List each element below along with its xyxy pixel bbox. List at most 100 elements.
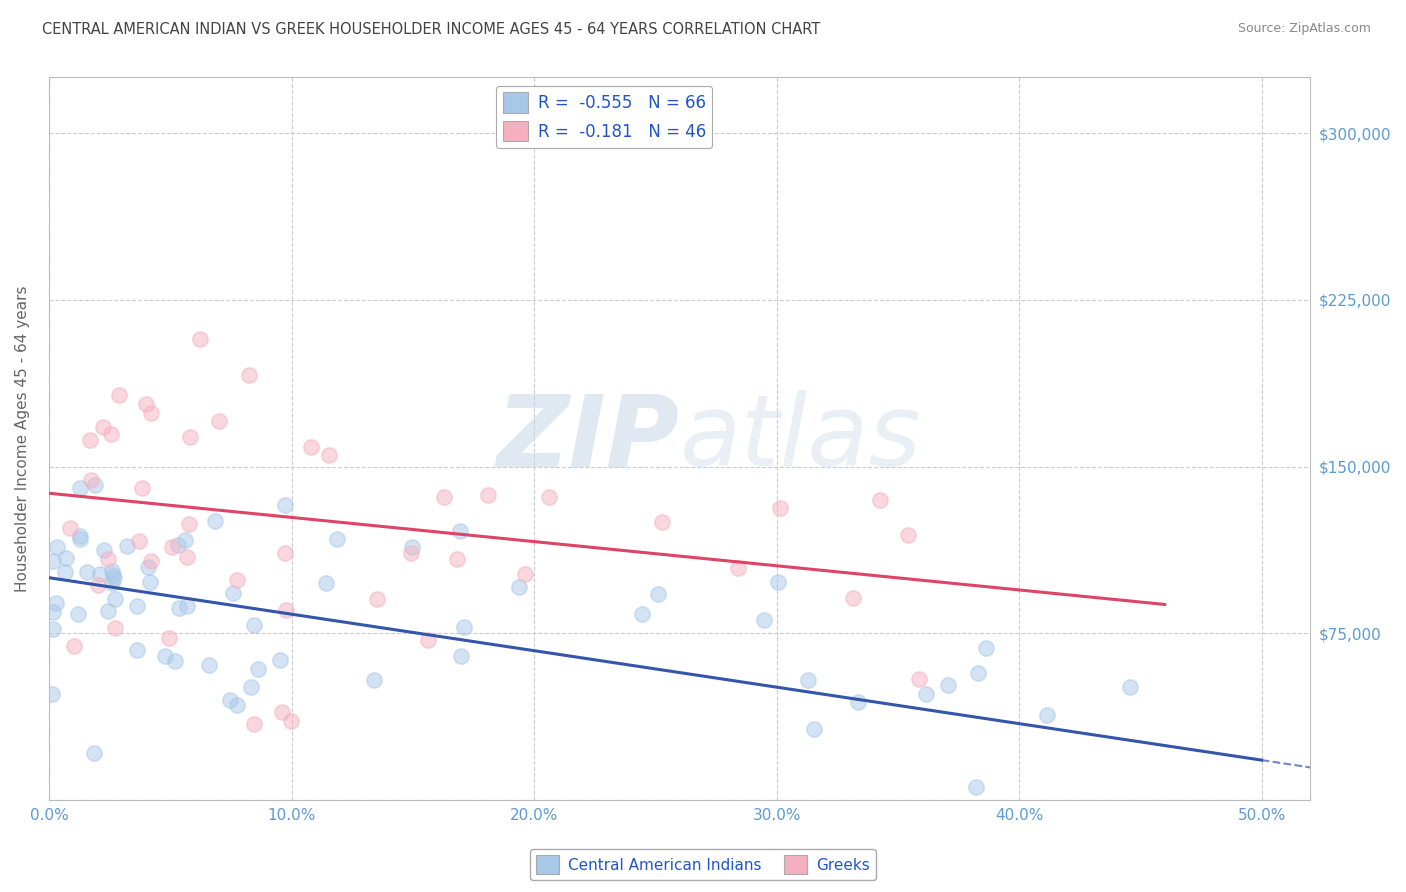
Point bbox=[41, 687, 63, 701]
Point bbox=[93, 419, 115, 434]
Point bbox=[159, 631, 181, 645]
Text: Source: ZipAtlas.com: Source: ZipAtlas.com bbox=[1237, 22, 1371, 36]
Point bbox=[55, 551, 77, 566]
Point bbox=[42, 554, 65, 568]
Point bbox=[136, 560, 159, 574]
Point bbox=[104, 592, 127, 607]
Point bbox=[125, 599, 148, 613]
Point bbox=[101, 575, 124, 590]
Point bbox=[131, 481, 153, 495]
Point bbox=[651, 516, 673, 530]
Point bbox=[446, 551, 468, 566]
Point bbox=[100, 426, 122, 441]
Point bbox=[125, 642, 148, 657]
Point bbox=[41, 605, 63, 619]
Point bbox=[897, 528, 920, 542]
Point bbox=[83, 478, 105, 492]
Point bbox=[274, 602, 297, 616]
Point bbox=[449, 524, 471, 538]
Point bbox=[363, 673, 385, 687]
Point bbox=[69, 532, 91, 546]
Point bbox=[727, 561, 749, 575]
Point bbox=[80, 473, 103, 487]
Point bbox=[797, 673, 820, 687]
Point bbox=[515, 566, 537, 581]
Point bbox=[271, 705, 294, 719]
Point bbox=[103, 571, 125, 585]
Point bbox=[67, 607, 90, 621]
Point bbox=[104, 621, 127, 635]
Point bbox=[453, 620, 475, 634]
Point bbox=[769, 500, 792, 515]
Point bbox=[69, 528, 91, 542]
Point bbox=[53, 565, 76, 579]
Point bbox=[238, 368, 260, 383]
Point bbox=[86, 577, 108, 591]
Point bbox=[101, 568, 124, 582]
Point bbox=[167, 538, 190, 552]
Point bbox=[326, 533, 349, 547]
Point bbox=[176, 550, 198, 565]
Point bbox=[269, 652, 291, 666]
Point bbox=[100, 564, 122, 578]
Text: atlas: atlas bbox=[681, 391, 921, 487]
Point bbox=[846, 695, 869, 709]
Point bbox=[915, 687, 938, 701]
Point bbox=[766, 574, 789, 589]
Point bbox=[89, 567, 111, 582]
Legend: Central American Indians, Greeks: Central American Indians, Greeks bbox=[530, 849, 876, 880]
Point bbox=[803, 723, 825, 737]
Point bbox=[1036, 708, 1059, 723]
Point bbox=[79, 434, 101, 448]
Point bbox=[139, 406, 162, 420]
Point bbox=[153, 649, 176, 664]
Point bbox=[907, 672, 929, 686]
Point bbox=[97, 604, 120, 618]
Point bbox=[58, 520, 80, 534]
Point bbox=[246, 661, 269, 675]
Point bbox=[176, 599, 198, 614]
Point bbox=[401, 541, 423, 555]
Point bbox=[401, 546, 423, 560]
Point bbox=[42, 623, 65, 637]
Point bbox=[508, 580, 530, 594]
Point bbox=[63, 639, 86, 653]
Point bbox=[477, 488, 499, 502]
Point bbox=[115, 539, 138, 553]
Point bbox=[222, 585, 245, 599]
Point bbox=[299, 440, 322, 454]
Point bbox=[274, 546, 297, 560]
Point bbox=[177, 516, 200, 531]
Point bbox=[69, 481, 91, 495]
Point bbox=[966, 665, 988, 680]
Point bbox=[188, 332, 211, 346]
Point bbox=[280, 714, 302, 729]
Point bbox=[965, 780, 987, 794]
Point bbox=[45, 540, 67, 554]
Point bbox=[198, 658, 221, 673]
Point bbox=[366, 592, 388, 607]
Point bbox=[240, 680, 263, 694]
Point bbox=[842, 591, 865, 605]
Point bbox=[163, 654, 186, 668]
Point bbox=[974, 641, 997, 656]
Point bbox=[76, 565, 98, 579]
Point bbox=[179, 430, 201, 444]
Text: ZIP: ZIP bbox=[496, 391, 681, 487]
Y-axis label: Householder Income Ages 45 - 64 years: Householder Income Ages 45 - 64 years bbox=[15, 285, 30, 592]
Point bbox=[318, 448, 340, 462]
Point bbox=[647, 587, 669, 601]
Point bbox=[204, 514, 226, 528]
Point bbox=[128, 533, 150, 548]
Point bbox=[1119, 680, 1142, 694]
Point bbox=[869, 492, 891, 507]
Point bbox=[218, 693, 240, 707]
Point bbox=[226, 698, 249, 712]
Point bbox=[167, 600, 190, 615]
Point bbox=[45, 596, 67, 610]
Legend: R =  -0.555   N = 66, R =  -0.181   N = 46: R = -0.555 N = 66, R = -0.181 N = 46 bbox=[496, 86, 713, 148]
Point bbox=[208, 414, 231, 428]
Point bbox=[537, 490, 560, 504]
Point bbox=[138, 575, 160, 590]
Text: CENTRAL AMERICAN INDIAN VS GREEK HOUSEHOLDER INCOME AGES 45 - 64 YEARS CORRELATI: CENTRAL AMERICAN INDIAN VS GREEK HOUSEHO… bbox=[42, 22, 821, 37]
